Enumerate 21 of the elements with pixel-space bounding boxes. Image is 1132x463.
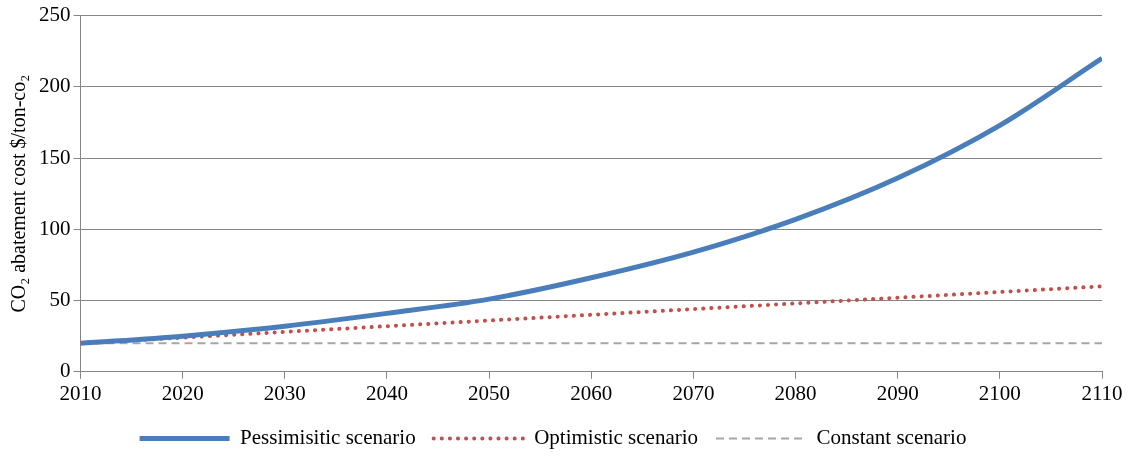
x-tick-label: 2110	[1081, 380, 1123, 405]
legend-label: Constant scenario	[816, 425, 967, 450]
y-tick-label: 250	[39, 2, 71, 27]
x-tick-label: 2070	[672, 380, 715, 405]
x-tick-label: 2050	[468, 380, 511, 405]
x-tick-label: 2090	[876, 380, 919, 405]
y-tick-label: 200	[39, 73, 71, 98]
legend-label: Optimistic scenario	[534, 425, 699, 450]
x-tick-label: 2040	[365, 380, 408, 405]
y-tick-label: 150	[39, 144, 71, 169]
x-tick-label: 2020	[161, 380, 204, 405]
x-tick-label: 2100	[978, 380, 1021, 405]
legend-label: Pessimisitic scenario	[240, 425, 416, 450]
x-tick-label: 2010	[59, 380, 102, 405]
y-tick-label: 50	[49, 287, 71, 312]
x-tick-label: 2030	[263, 380, 306, 405]
y-axis-title: CO₂ abatement cost $/ton-co₂	[7, 74, 30, 313]
x-tick-label: 2080	[774, 380, 817, 405]
y-tick-label: 100	[39, 215, 71, 240]
y-tick-label: 0	[60, 358, 71, 383]
x-tick-label: 2060	[570, 380, 613, 405]
